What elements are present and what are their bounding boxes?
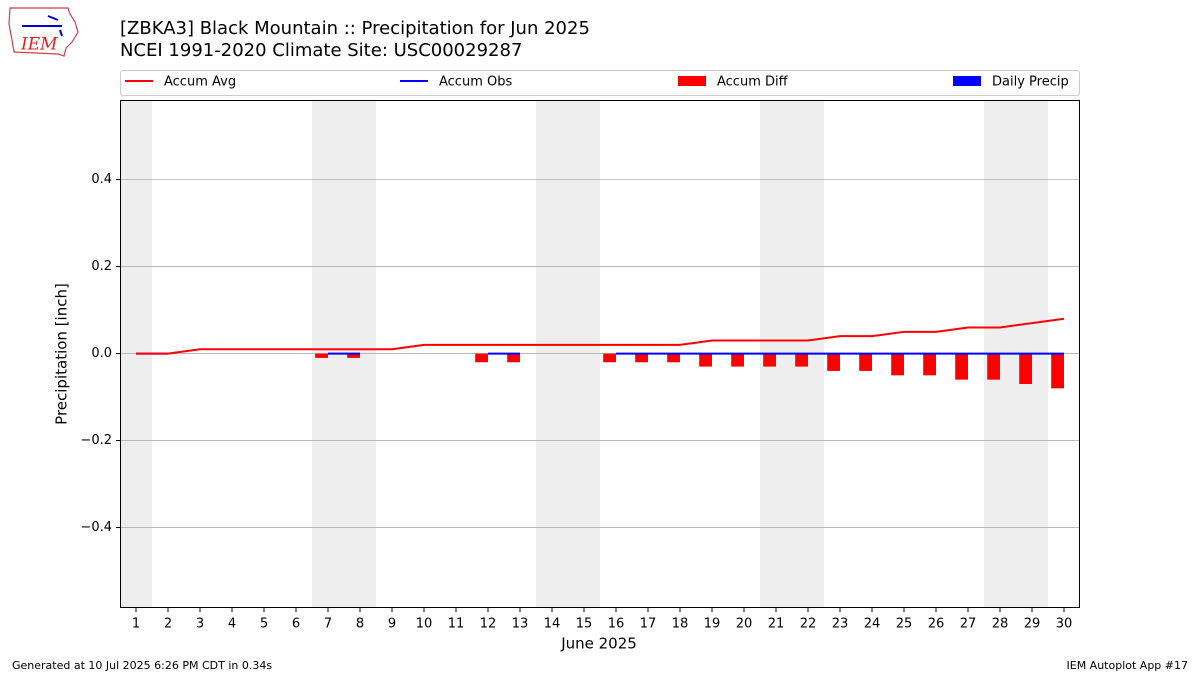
bar: [731, 353, 744, 367]
line: [136, 317, 1065, 355]
bar: [475, 353, 488, 363]
bar: [507, 353, 520, 363]
bar: [795, 353, 808, 367]
bar: [667, 353, 680, 363]
bar: [891, 353, 904, 376]
x-tick-label: 15: [576, 617, 593, 632]
x-tick-label: 17: [640, 617, 657, 632]
y-tick-label: −0.2: [80, 433, 112, 448]
y-tick-label: 0.4: [91, 172, 112, 187]
y-axis-label: Precipitation [inch]: [53, 283, 71, 425]
x-tick-label: 7: [324, 617, 332, 632]
x-tick-label: 21: [768, 617, 785, 632]
x-tick-label: 19: [704, 617, 721, 632]
x-tick-label: 9: [388, 617, 396, 632]
bar: [827, 353, 840, 371]
legend-label: Accum Obs: [439, 75, 512, 90]
x-tick-label: 25: [896, 617, 913, 632]
bar: [603, 353, 616, 363]
x-tick-label: 8: [356, 617, 364, 632]
chart-subtitle: NCEI 1991-2020 Climate Site: USC00029287: [120, 40, 522, 61]
weekend-band: [568, 100, 600, 608]
x-tick-label: 18: [672, 617, 689, 632]
legend-swatch: [678, 76, 706, 86]
x-tick-label: 14: [544, 617, 561, 632]
x-axis-label: June 2025: [560, 635, 637, 653]
logo-map: [8, 7, 79, 57]
bar: [987, 353, 1000, 380]
x-tick-label: 29: [1024, 617, 1041, 632]
x-tick-label: 11: [448, 617, 465, 632]
x-tick-label: 30: [1056, 617, 1073, 632]
legend-swatch: [953, 76, 981, 86]
x-tick-label: 4: [228, 617, 236, 632]
x-tick-label: 27: [960, 617, 977, 632]
legend-label: Accum Diff: [717, 75, 789, 90]
x-tick-label: 22: [800, 617, 817, 632]
bar: [955, 353, 968, 380]
x-tick-label: 28: [992, 617, 1009, 632]
bar: [1019, 353, 1032, 385]
bar: [315, 353, 328, 358]
footer-left: Generated at 10 Jul 2025 6:26 PM CDT in …: [12, 659, 272, 672]
bar: [859, 353, 872, 371]
legend-label: Daily Precip: [992, 75, 1069, 90]
y-tick-label: 0.0: [91, 346, 112, 361]
chart-title: [ZBKA3] Black Mountain :: Precipitation …: [120, 18, 590, 39]
footer-right: IEM Autoplot App #17: [1067, 659, 1189, 672]
bar: [635, 353, 648, 363]
x-tick-label: 3: [196, 617, 204, 632]
logo-symbol: [22, 15, 63, 37]
series-layer: [136, 317, 1065, 389]
x-tick-label: 10: [416, 617, 433, 632]
legend-label: Accum Avg: [164, 75, 236, 90]
x-tick-label: 12: [480, 617, 497, 632]
bar: [699, 353, 712, 367]
bar: [347, 353, 360, 358]
bar: [763, 353, 776, 367]
y-tick-label: −0.4: [80, 520, 112, 535]
y-tick-label: 0.2: [91, 259, 112, 274]
x-tick-label: 13: [512, 617, 529, 632]
x-tick-label: 24: [864, 617, 881, 632]
logo: IEM: [8, 7, 79, 57]
weekend-band: [536, 100, 568, 608]
plot-frame: [120, 100, 1080, 608]
legend: [120, 70, 1080, 96]
x-tick-label: 2: [164, 617, 172, 632]
x-tick-label: 16: [608, 617, 625, 632]
x-tick-label: 1: [132, 617, 140, 632]
bar: [923, 353, 936, 376]
x-tick-label: 26: [928, 617, 945, 632]
logo-text: IEM: [20, 35, 58, 55]
x-tick-label: 23: [832, 617, 849, 632]
x-tick-label: 6: [292, 617, 300, 632]
x-tick-label: 20: [736, 617, 753, 632]
bar: [1051, 353, 1064, 389]
x-tick-label: 5: [260, 617, 268, 632]
